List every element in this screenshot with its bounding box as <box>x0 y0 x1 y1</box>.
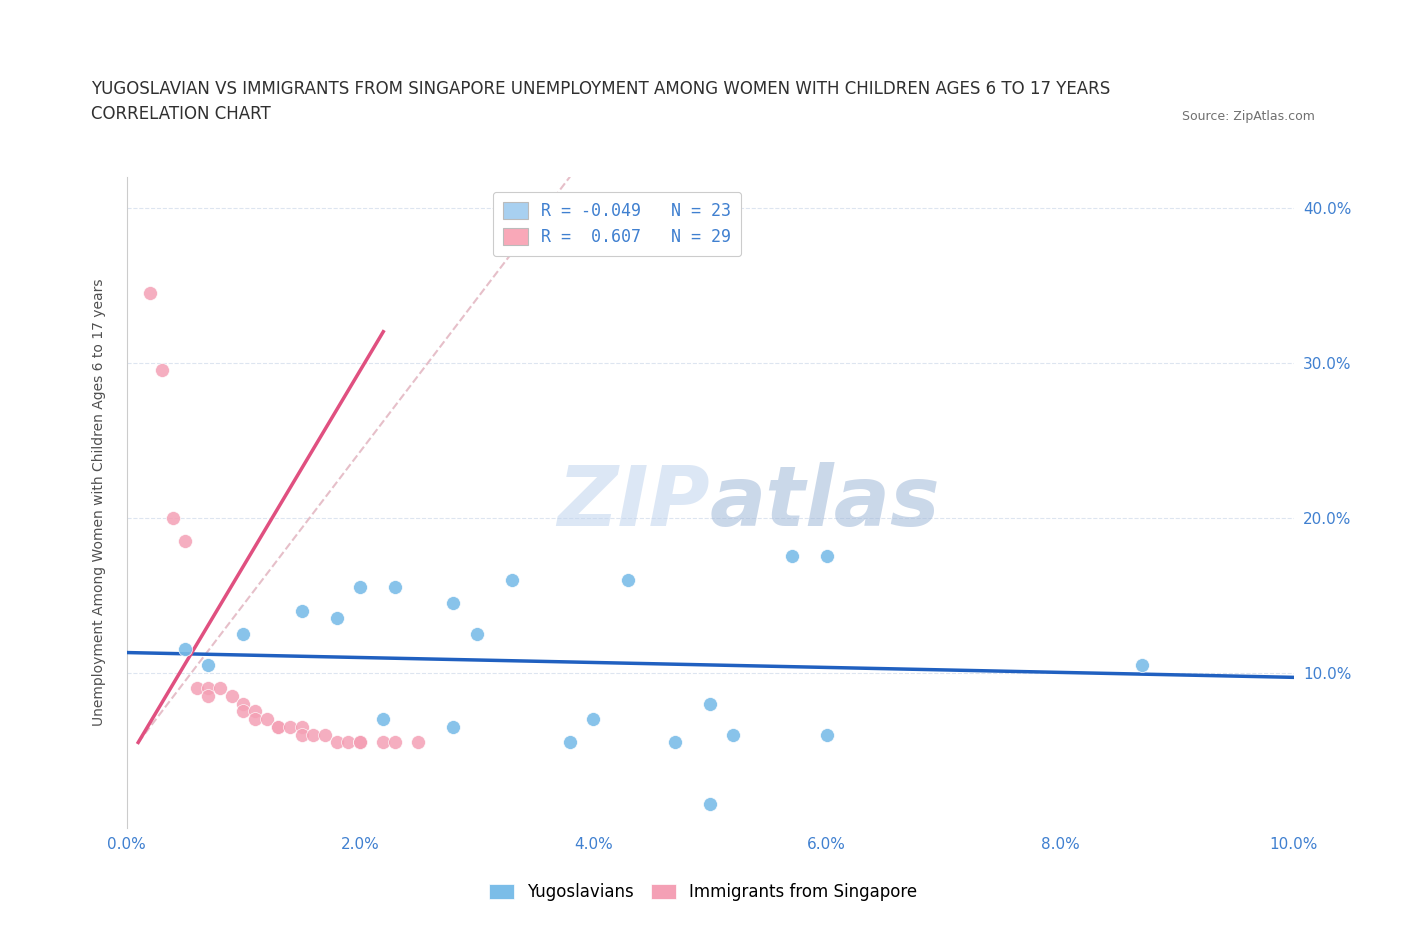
Point <box>290 604 312 618</box>
Point <box>325 735 347 750</box>
Point <box>197 688 219 703</box>
Point <box>780 549 803 564</box>
Point <box>174 642 197 657</box>
Point <box>325 611 347 626</box>
Point <box>290 727 312 742</box>
Point <box>208 681 231 696</box>
Point <box>373 735 395 750</box>
Y-axis label: Unemployment Among Women with Children Ages 6 to 17 years: Unemployment Among Women with Children A… <box>91 278 105 726</box>
Text: CORRELATION CHART: CORRELATION CHART <box>91 105 271 123</box>
Point <box>337 735 360 750</box>
Point <box>267 720 290 735</box>
Point <box>384 580 406 595</box>
Point <box>408 735 430 750</box>
Point <box>1130 658 1153 672</box>
Point <box>465 627 488 642</box>
Point <box>815 549 838 564</box>
Point <box>349 580 371 595</box>
Point <box>232 697 254 711</box>
Point <box>384 735 406 750</box>
Point <box>699 697 721 711</box>
Text: ZIP: ZIP <box>557 461 710 543</box>
Point <box>815 727 838 742</box>
Point <box>162 511 184 525</box>
Point <box>197 681 219 696</box>
Point <box>349 735 371 750</box>
Point <box>232 704 254 719</box>
Legend: R = -0.049   N = 23, R =  0.607   N = 29: R = -0.049 N = 23, R = 0.607 N = 29 <box>492 192 741 256</box>
Point <box>699 797 721 812</box>
Point <box>232 627 254 642</box>
Point <box>243 704 266 719</box>
Point <box>373 711 395 726</box>
Point <box>558 735 581 750</box>
Point <box>441 720 464 735</box>
Point <box>617 572 640 587</box>
Point <box>243 711 266 726</box>
Point <box>174 534 197 549</box>
Point <box>582 711 605 726</box>
Text: atlas: atlas <box>710 461 941 543</box>
Point <box>290 720 312 735</box>
Text: Source: ZipAtlas.com: Source: ZipAtlas.com <box>1181 110 1315 123</box>
Point <box>197 658 219 672</box>
Point <box>278 720 301 735</box>
Point <box>186 681 208 696</box>
Point <box>349 735 371 750</box>
Point <box>314 727 336 742</box>
Text: YUGOSLAVIAN VS IMMIGRANTS FROM SINGAPORE UNEMPLOYMENT AMONG WOMEN WITH CHILDREN : YUGOSLAVIAN VS IMMIGRANTS FROM SINGAPORE… <box>91 80 1111 98</box>
Point <box>302 727 325 742</box>
Point <box>139 286 162 300</box>
Point <box>501 572 523 587</box>
Point <box>349 735 371 750</box>
Point <box>256 711 278 726</box>
Point <box>150 363 173 378</box>
Point <box>441 595 464 610</box>
Point <box>221 688 243 703</box>
Point <box>664 735 686 750</box>
Point <box>267 720 290 735</box>
Point <box>723 727 745 742</box>
Legend: Yugoslavians, Immigrants from Singapore: Yugoslavians, Immigrants from Singapore <box>482 876 924 908</box>
